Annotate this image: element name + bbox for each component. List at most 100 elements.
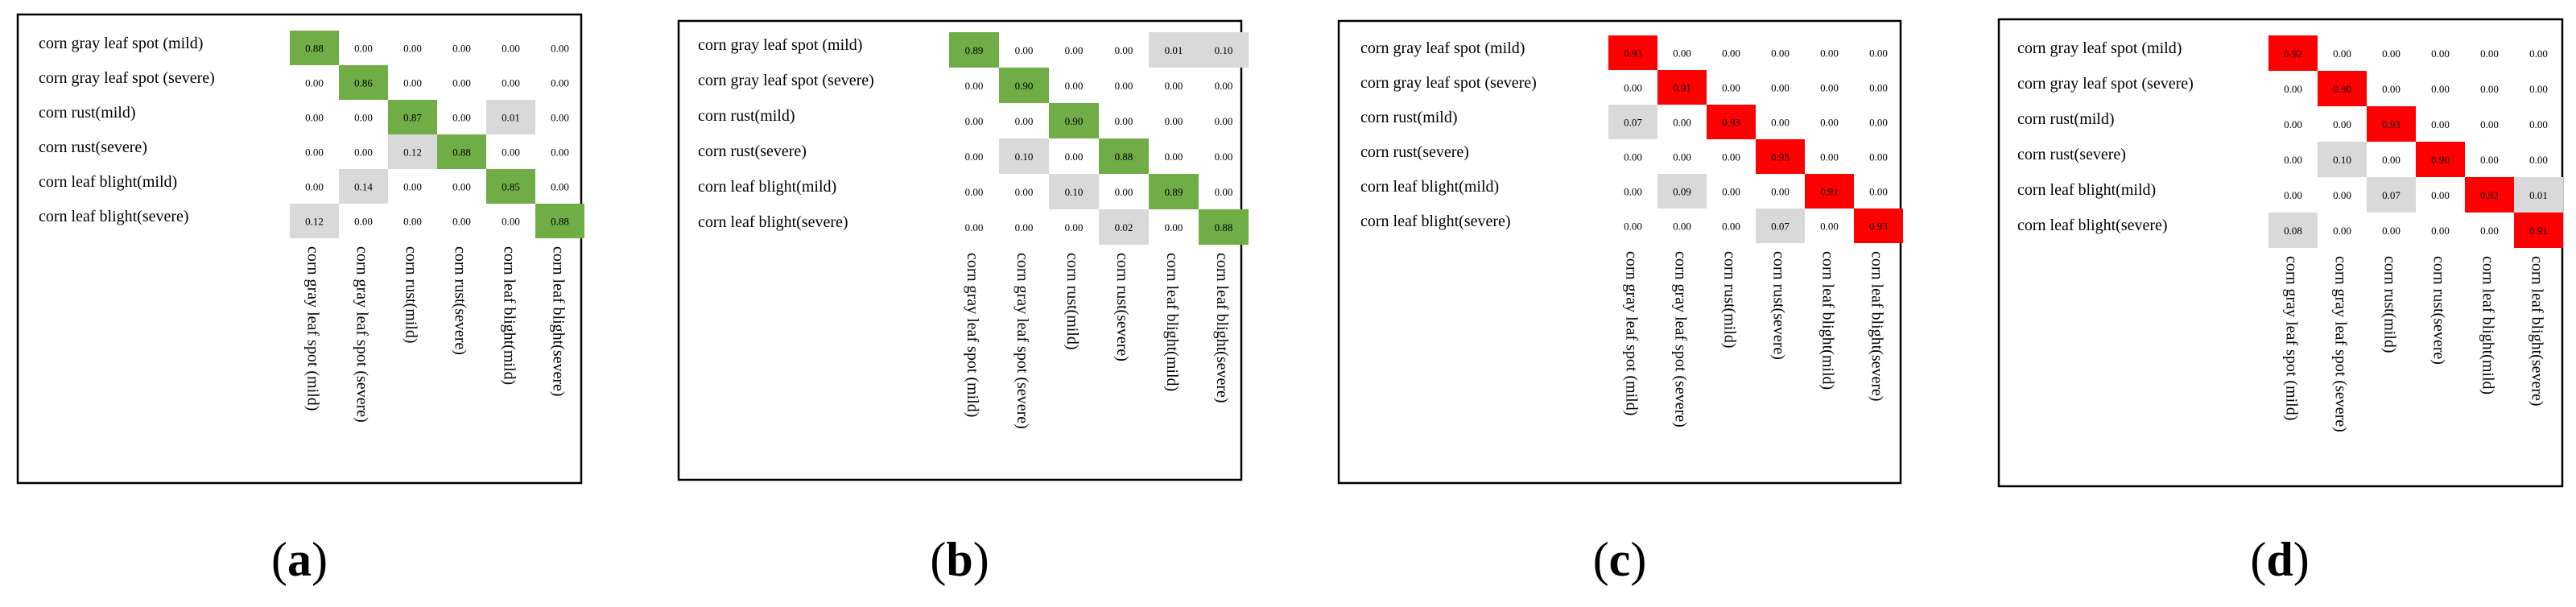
cell-value-label: 0.07	[1624, 117, 1642, 129]
panel-caption: (d)	[2250, 533, 2309, 586]
column-label: corn leaf blight(severe)	[1868, 251, 1886, 402]
matrix-cell-diagonal	[2465, 177, 2514, 213]
row-label: corn rust(severe)	[1360, 143, 1469, 161]
cell-value-label: 0.00	[1015, 221, 1034, 233]
cell-value-label: 0.00	[403, 216, 422, 228]
matrix-cell-misclassified	[388, 134, 437, 169]
cell-value-label: 0.00	[1869, 47, 1888, 60]
column-label: corn gray leaf spot (severe)	[1672, 251, 1690, 427]
cell-value-label: 0.00	[1722, 82, 1740, 94]
cell-value-label: 0.00	[1673, 117, 1691, 129]
cell-value-label: 0.00	[1065, 221, 1084, 233]
cell-value-label: 0.00	[2333, 225, 2351, 237]
cell-value-label: 0.00	[2284, 83, 2302, 95]
column-label: corn gray leaf spot (severe)	[2332, 256, 2350, 432]
cell-value-label: 0.00	[1624, 186, 1642, 198]
column-label: corn rust(mild)	[1063, 253, 1081, 350]
matrix-cell-misclassified	[2514, 177, 2563, 213]
cell-value-label: 0.00	[1065, 44, 1084, 56]
cell-value-label: 0.00	[502, 43, 520, 55]
cell-value-label: 0.90	[1065, 115, 1084, 127]
matrix-cell-diagonal	[2318, 71, 2367, 106]
cell-value-label: 0.00	[551, 181, 569, 193]
column-label: corn leaf blight(mild)	[2479, 256, 2497, 394]
cell-value-label: 0.00	[2284, 118, 2302, 130]
cell-value-label: 0.00	[354, 112, 373, 124]
matrix-cell-diagonal	[535, 204, 584, 238]
matrix-cell-misclassified	[999, 138, 1049, 174]
panel-caption: (b)	[930, 533, 989, 586]
cell-value-label: 0.00	[1820, 221, 1839, 233]
row-label: corn gray leaf spot (mild)	[698, 36, 862, 54]
cell-value-label: 0.00	[2333, 118, 2351, 130]
cell-value-label: 0.07	[2382, 189, 2401, 201]
panel-frame	[1337, 19, 1902, 485]
cell-value-label: 0.00	[1771, 82, 1790, 94]
column-label: corn gray leaf spot (severe)	[353, 246, 371, 423]
cell-value-label: 0.00	[354, 147, 373, 159]
row-label: corn leaf blight(severe)	[698, 213, 848, 231]
cell-value-label: 0.00	[2382, 225, 2401, 237]
cell-value-label: 0.00	[1869, 82, 1888, 94]
cell-value-label: 0.12	[403, 147, 422, 159]
cell-value-label: 0.00	[551, 77, 569, 89]
row-label: corn leaf blight(mild)	[39, 173, 177, 191]
cell-value-label: 0.00	[551, 112, 569, 124]
matrix-cell-misclassified	[2268, 213, 2318, 248]
cell-value-label: 0.00	[502, 77, 520, 89]
cell-value-label: 0.00	[1065, 151, 1084, 163]
row-label: corn leaf blight(severe)	[39, 208, 189, 225]
cell-value-label: 0.00	[1869, 117, 1888, 129]
cell-value-label: 0.00	[2480, 47, 2499, 60]
matrix-cell-diagonal	[2268, 35, 2318, 71]
column-label: corn rust(severe)	[2430, 256, 2448, 365]
cell-value-label: 0.00	[2480, 83, 2499, 95]
panel-frame	[16, 13, 583, 485]
cell-value-label: 0.00	[2529, 47, 2548, 60]
cell-value-label: 0.00	[551, 147, 569, 159]
cell-value-label: 0.86	[354, 77, 373, 89]
cell-value-label: 0.00	[1115, 115, 1133, 127]
column-label: corn rust(mild)	[2381, 256, 2399, 353]
cell-value-label: 0.00	[452, 77, 471, 89]
cell-value-label: 0.00	[1624, 151, 1642, 163]
cell-value-label: 0.00	[2382, 83, 2401, 95]
cell-value-label: 0.00	[2284, 189, 2302, 201]
cell-value-label: 0.93	[1624, 47, 1642, 60]
cell-value-label: 0.00	[1165, 115, 1183, 127]
column-label: corn gray leaf spot (severe)	[1013, 253, 1031, 429]
matrix-cell-misclassified	[486, 100, 535, 134]
cell-value-label: 0.88	[1215, 221, 1233, 233]
cell-value-label: 0.00	[1820, 47, 1839, 60]
cell-value-label: 0.00	[2284, 154, 2302, 166]
cell-value-label: 0.00	[1771, 117, 1790, 129]
cell-value-label: 0.00	[1115, 44, 1133, 56]
cell-value-label: 0.01	[1165, 44, 1183, 56]
cell-value-label: 0.00	[2382, 47, 2401, 60]
confusion-matrix-a: 0.88 0.00 0.00 0.00 0.00 0.00 0.00 0.86 0.00 0.00…	[16, 13, 584, 586]
cell-value-label: 0.00	[452, 43, 471, 55]
matrix-cell-diagonal	[437, 134, 486, 169]
cell-value-label: 0.00	[1165, 80, 1183, 92]
row-label: corn gray leaf spot (severe)	[2017, 75, 2194, 93]
confusion-matrix-c: 0.93 0.00 0.00 0.00 0.00 0.00 0.00 0.91 0.00 0.00…	[1337, 19, 1903, 586]
cell-value-label: 0.00	[1869, 186, 1888, 198]
cell-value-label: 0.00	[1165, 151, 1183, 163]
cell-value-label: 0.93	[2382, 118, 2401, 130]
row-label: corn rust(mild)	[2017, 110, 2115, 128]
cell-value-label: 0.00	[965, 115, 984, 127]
cell-value-label: 0.88	[551, 216, 569, 228]
cell-value-label: 0.00	[2431, 47, 2450, 60]
column-label: corn rust(mild)	[1721, 251, 1739, 349]
cell-value-label: 0.00	[305, 77, 324, 89]
matrix-cell-misclassified	[2367, 177, 2416, 213]
cell-value-label: 0.00	[1722, 151, 1740, 163]
cell-value-label: 0.89	[965, 44, 984, 56]
cell-value-label: 0.00	[452, 112, 471, 124]
cell-value-label: 0.00	[965, 151, 984, 163]
cell-value-label: 0.00	[965, 221, 984, 233]
cell-value-label: 0.00	[1015, 186, 1034, 198]
matrix-cell-misclassified	[1149, 32, 1199, 68]
cell-value-label: 0.00	[1673, 47, 1691, 60]
cell-value-label: 0.07	[1771, 221, 1790, 233]
